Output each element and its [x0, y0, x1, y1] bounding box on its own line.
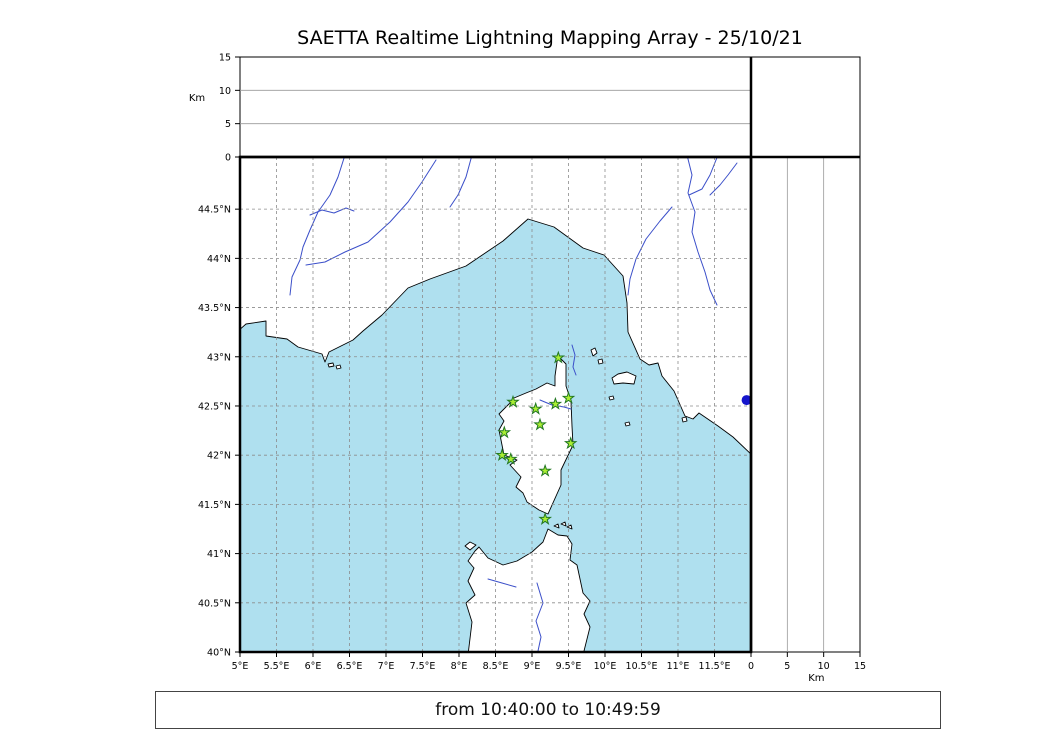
altitude-tick-label: 10	[818, 661, 830, 672]
altitude-tick-label: 15	[219, 53, 231, 64]
altitude-y-axis: 0 5 10 15 Km	[189, 53, 240, 164]
altitude-tick-label: 0	[225, 153, 231, 164]
latitude-tick-label: 44°N	[207, 254, 231, 265]
altitude-x-axis: 0 5 10 15 Km	[748, 652, 866, 684]
longitude-tick-label: 5°E	[232, 661, 249, 672]
latitude-tick-label: 44.5°N	[198, 205, 231, 216]
station-marker	[548, 396, 563, 410]
latitude-tick-label: 43.5°N	[198, 303, 231, 314]
altitude-tick-label: 15	[854, 661, 866, 672]
stations-group	[495, 350, 578, 525]
km-label-top: Km	[189, 93, 205, 104]
longitude-tick-label: 10°E	[594, 661, 617, 672]
extra-marker-dot	[741, 395, 751, 406]
map-x-axis: 5°E 5.5°E 6°E 6.5°E 7°E 7.5°E 8°E 8.5°E 9°E 9.5°E…	[232, 652, 731, 672]
altitude-tick-label: 5	[784, 661, 790, 672]
longitude-tick-label: 8°E	[451, 661, 468, 672]
station-marker	[551, 350, 566, 364]
page-title: SAETTA Realtime Lightning Mapping Array …	[297, 27, 803, 49]
latitude-tick-label: 42°N	[207, 451, 231, 462]
right-altitude-panel	[750, 156, 861, 653]
station-marker	[538, 463, 552, 477]
station-marker	[506, 394, 520, 408]
station-marker	[528, 401, 543, 415]
station-marker	[495, 448, 509, 461]
map-y-axis: 44.5°N 44°N 43.5°N 43°N 42.5°N 42°N 41.5°N 41°N…	[198, 205, 240, 659]
latitude-tick-label: 42.5°N	[198, 401, 231, 412]
altitude-tick-label: 5	[225, 119, 231, 130]
station-marker	[561, 390, 576, 404]
top-altitude-panel	[239, 56, 752, 158]
longitude-tick-label: 9°E	[524, 661, 541, 672]
station-marker	[533, 417, 547, 431]
altitude-tick-label: 10	[219, 86, 231, 97]
altitude-panel-gridlines	[240, 89, 825, 652]
longitude-tick-label: 7.5°E	[410, 661, 436, 672]
longitude-tick-label: 7°E	[378, 661, 395, 672]
longitude-tick-label: 6°E	[305, 661, 322, 672]
longitude-tick-label: 8.5°E	[483, 661, 509, 672]
station-marker	[538, 511, 553, 525]
longitude-tick-label: 9.5°E	[556, 661, 582, 672]
latitude-tick-label: 40°N	[207, 648, 231, 659]
coastline	[240, 157, 751, 652]
longitude-tick-label: 11°E	[667, 661, 690, 672]
latitude-tick-label: 41°N	[207, 549, 231, 560]
latitude-tick-label: 43°N	[207, 352, 231, 363]
station-marker	[504, 451, 518, 465]
station-marker	[563, 436, 578, 450]
time-range-label: from 10:40:00 to 10:49:59	[435, 700, 661, 720]
rivers	[289, 157, 738, 652]
station-marker	[497, 425, 512, 439]
map-grid	[240, 157, 751, 652]
altitude-tick-label: 0	[748, 661, 754, 672]
latitude-tick-label: 41.5°N	[198, 500, 231, 511]
time-range-box: from 10:40:00 to 10:49:59	[155, 691, 941, 729]
map-panel	[240, 157, 751, 652]
latitude-tick-label: 40.5°N	[198, 598, 231, 609]
km-label-right: Km	[808, 673, 824, 684]
longitude-tick-label: 11.5°E	[699, 661, 731, 672]
longitude-tick-label: 5.5°E	[264, 661, 290, 672]
topright-panel	[750, 56, 861, 158]
longitude-tick-label: 6.5°E	[337, 661, 363, 672]
longitude-tick-label: 10.5°E	[626, 661, 658, 672]
